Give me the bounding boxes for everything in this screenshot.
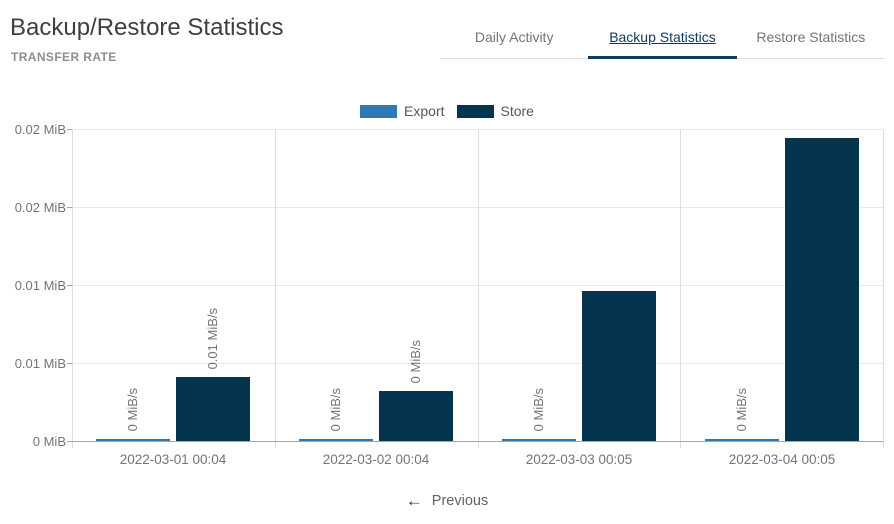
y-axis-tick-label: 0.02 MiB [14, 122, 66, 137]
column-separator [275, 130, 276, 448]
bar-export[interactable] [299, 439, 373, 441]
tab-daily-activity[interactable]: Daily Activity [474, 29, 554, 45]
previous-page-link[interactable]: ← Previous [0, 491, 894, 511]
bar-store[interactable] [176, 377, 250, 441]
x-axis-category-label: 2022-03-01 00:04 [119, 452, 227, 467]
bar-store[interactable] [785, 138, 859, 441]
y-axis-tick-label: 0.02 MiB [14, 200, 66, 215]
y-axis-tick [67, 363, 72, 364]
bar-store[interactable] [582, 291, 656, 441]
tab-backup-statistics[interactable]: Backup Statistics [588, 14, 737, 59]
y-axis-tick [67, 441, 72, 442]
gridline [72, 285, 883, 286]
chart-section-title: TRANSFER RATE [11, 50, 117, 64]
bar-store[interactable] [379, 391, 453, 441]
bar-value-label: 0 MiB/s [328, 387, 343, 431]
bar-value-label: 0 MiB/s [125, 387, 140, 431]
bar-value-label: 0.01 MiB/s [205, 307, 220, 369]
plot-area: 0 MiB/s 0 MiB/s 0 MiB/s 0 MiB/s 0.01 MiB/s 0 … [67, 129, 884, 448]
export-color-swatch [360, 104, 398, 118]
tab-bar: Daily Activity Backup Statistics Restore… [440, 14, 885, 59]
bar-value-label: 0 MiB/s [531, 387, 546, 431]
bar-export[interactable] [96, 439, 170, 441]
y-axis-tick [67, 207, 72, 208]
y-axis-tick-label: 0 MiB [32, 434, 66, 449]
previous-label: Previous [431, 493, 489, 509]
column-separator [72, 130, 73, 448]
x-axis-category-label: 2022-03-04 00:05 [728, 452, 836, 467]
bar-value-label: 0 MiB/s [408, 339, 423, 383]
y-axis-tick [67, 285, 72, 286]
legend-label-store: Store [500, 103, 534, 119]
store-color-swatch [456, 104, 494, 118]
column-separator [680, 130, 681, 448]
bar-value-label: 0 MiB/s [734, 387, 749, 431]
legend-item-export[interactable]: Export [360, 103, 445, 119]
y-axis-tick-label: 0.01 MiB [14, 356, 66, 371]
column-separator [478, 130, 479, 448]
y-axis-labels: 0 MiB 0.01 MiB 0.01 MiB 0.02 MiB 0.02 MiB [0, 122, 66, 449]
legend-label-export: Export [404, 103, 445, 119]
bar-export[interactable] [705, 439, 779, 441]
gridline [72, 363, 883, 364]
x-axis-category-label: 2022-03-03 00:05 [525, 452, 633, 467]
x-axis-labels: 2022-03-01 00:04 2022-03-02 00:04 2022-03-… [72, 452, 883, 470]
column-separator [883, 130, 884, 448]
y-axis-tick-label: 0.01 MiB [14, 278, 66, 293]
y-axis-tick [67, 129, 72, 130]
tab-restore-statistics[interactable]: Restore Statistics [756, 29, 866, 45]
arrow-left-icon: ← [405, 491, 423, 510]
x-axis-category-label: 2022-03-02 00:04 [322, 452, 430, 467]
page-title: Backup/Restore Statistics [10, 14, 284, 41]
bar-export[interactable] [502, 439, 576, 441]
gridline [72, 129, 883, 130]
gridline [72, 207, 883, 208]
x-axis-line [72, 441, 883, 442]
chart-legend: Export Store [0, 103, 894, 119]
legend-item-store[interactable]: Store [456, 103, 534, 119]
